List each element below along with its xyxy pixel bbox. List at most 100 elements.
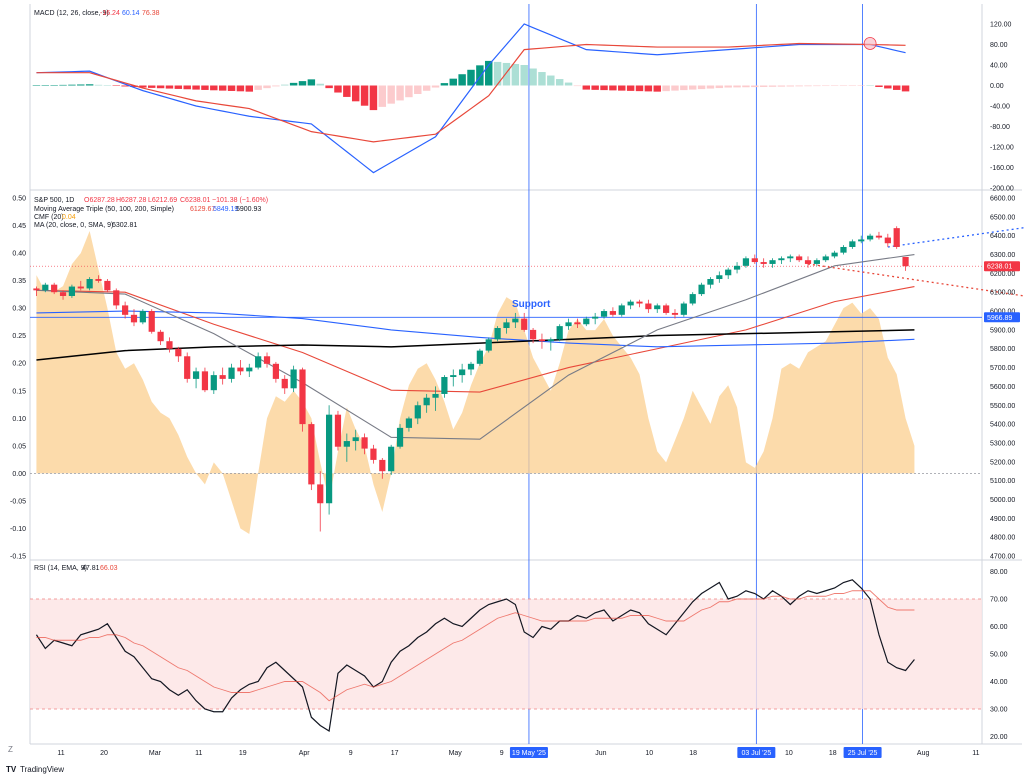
cmf-y-tick: 0.30 [12, 306, 26, 313]
candle-body [538, 339, 546, 342]
price-legend-title: S&P 500, 1D [34, 197, 74, 204]
macd-legend-macd: 60.14 [122, 10, 140, 17]
macd-histogram-bar [431, 85, 440, 88]
candle-body [459, 369, 466, 376]
macd-histogram-bar [644, 85, 653, 92]
macd-histogram-bar [804, 85, 812, 87]
candle-body [281, 378, 288, 389]
footer: Z TV TradingView [6, 745, 64, 774]
candle-body [308, 424, 315, 485]
macd-histogram-bar [493, 61, 502, 86]
candle-body [467, 363, 475, 370]
macd-legend-title: MACD (12, 26, close, 9) [34, 10, 109, 17]
candle-body [228, 367, 235, 379]
candle-body [592, 316, 599, 319]
candle-body [130, 314, 138, 323]
ma-legend-200: 5900.93 [236, 206, 261, 213]
candle-body [42, 284, 49, 291]
macd-histogram-bar [671, 85, 679, 91]
macd-histogram-bar [405, 85, 413, 98]
date-badge [737, 747, 776, 758]
x-tick: May [449, 750, 463, 757]
candle-body [370, 448, 377, 460]
candle-body [804, 260, 812, 264]
price-legend-change: −101.38 (−1.60%) [212, 197, 268, 204]
macd-histogram-bar [688, 85, 697, 90]
macd-histogram-bar [680, 85, 688, 91]
macd-histogram-bar [564, 82, 573, 86]
macd-histogram-bar [156, 85, 165, 89]
signal-line [36, 42, 906, 143]
candle-body [192, 371, 200, 379]
candle-body [840, 246, 847, 253]
candle-body [689, 294, 696, 304]
candle-body [450, 375, 457, 377]
macd-histogram-bar [751, 85, 759, 88]
macd-histogram-bar [201, 85, 209, 90]
sma-legend-title: MA (20, close, 0, SMA, 9) [34, 222, 113, 229]
price-legend-close: C6238.01 [180, 197, 210, 204]
candle-body [645, 303, 652, 310]
macd-histogram-bar [582, 85, 591, 90]
macd-histogram-bar [884, 85, 892, 89]
candle-body [671, 312, 679, 315]
macd-histogram-bar [857, 85, 865, 86]
rsi-legend-title: RSI (14, EMA, 9) [34, 565, 87, 572]
candle-body [849, 241, 856, 247]
macd-y-tick: -80.00 [990, 124, 1010, 131]
macd-histogram-bar [813, 85, 821, 87]
macd-histogram-bar [538, 72, 546, 86]
macd-histogram-bar [351, 85, 360, 102]
macd-histogram-bar [547, 75, 555, 86]
macd-histogram-bar [139, 85, 147, 88]
candle-body [95, 279, 102, 281]
macd-histogram-bar [227, 85, 236, 91]
macd-histogram-bar [591, 85, 599, 90]
price-y-tick: 6100.00 [990, 290, 1015, 297]
candle-body [565, 322, 572, 327]
price-y-tick: 5700.00 [990, 365, 1015, 372]
macd-histogram-bar [618, 85, 626, 91]
candle-body [583, 318, 590, 325]
x-tick: Aug [917, 750, 930, 757]
macd-histogram-bar [892, 85, 901, 90]
candle-body [246, 367, 253, 372]
cmf-y-tick: 0.50 [12, 196, 26, 203]
candle-body [893, 228, 900, 247]
cmf-y-tick: -0.10 [10, 526, 26, 533]
macd-histogram-bar [786, 85, 794, 87]
cmf-y-tick: 0.25 [12, 333, 26, 340]
macd-histogram-bar [281, 84, 289, 86]
macd-histogram-bar [272, 85, 280, 87]
macd-histogram-bar [635, 85, 644, 92]
macd-histogram-bar [866, 85, 874, 86]
x-tick: 19 [239, 750, 247, 757]
macd-histogram-bar [848, 85, 857, 86]
macd-histogram-bar [289, 82, 298, 86]
macd-histogram-bar [94, 84, 103, 86]
macd-histogram-bar [254, 85, 262, 90]
macd-histogram-bar [715, 85, 724, 89]
price-y-tick: 5500.00 [990, 403, 1015, 410]
macd-histogram-bar [59, 84, 67, 86]
macd-histogram-bar [414, 85, 422, 94]
price-legend-high: H6287.28 [116, 197, 146, 204]
macd-legend: MACD (12, 26, close, 9) -16.24 60.14 76.… [34, 10, 160, 17]
price-badge [984, 261, 1020, 272]
rsi-y-tick: 70.00 [990, 597, 1008, 604]
cmf-y-tick: 0.05 [12, 443, 26, 450]
macd-histogram-bar [573, 85, 582, 87]
rsi-legend-ema: 66.03 [100, 565, 118, 572]
candle-body [59, 292, 67, 296]
candle-body [866, 235, 874, 240]
candle-body [787, 256, 794, 259]
support-annotation: Support [512, 299, 551, 310]
candle-body [822, 256, 829, 261]
candle-body [379, 459, 386, 472]
macd-histogram-bar [112, 85, 120, 86]
macd-histogram-bar [387, 85, 395, 104]
price-y-tick: 5200.00 [990, 459, 1015, 466]
macd-histogram-bar [458, 74, 466, 86]
macd-histogram-bar [626, 85, 635, 91]
